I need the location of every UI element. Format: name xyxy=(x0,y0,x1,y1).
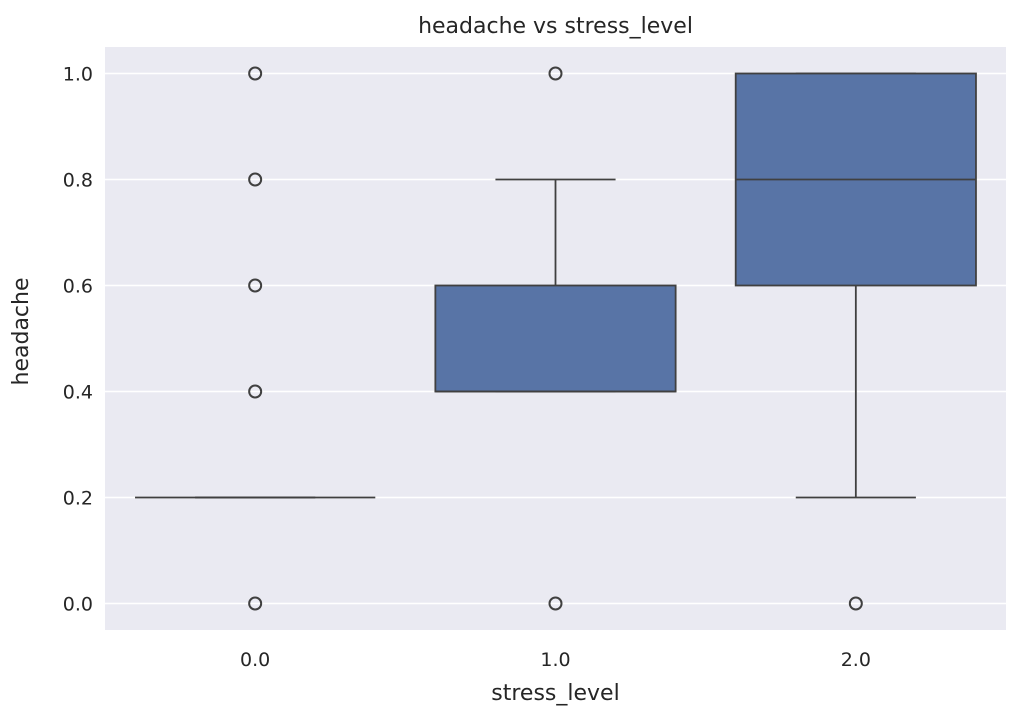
x-tick-labels: 0.0 1.0 2.0 xyxy=(240,649,871,671)
outlier-point xyxy=(548,596,563,611)
box-group xyxy=(135,66,376,611)
chart-title: headache vs stress_level xyxy=(418,14,693,39)
y-axis-label: headache xyxy=(9,278,34,386)
y-tick-label: 0.2 xyxy=(63,488,93,510)
outlier-point xyxy=(248,278,263,293)
y-tick-label: 0.4 xyxy=(63,382,93,404)
outlier-point xyxy=(248,66,263,81)
outlier-point xyxy=(248,172,263,187)
y-tick-label: 0.6 xyxy=(63,276,93,298)
x-tick-label: 0.0 xyxy=(240,649,270,671)
box-iqr xyxy=(434,284,677,393)
outlier-point xyxy=(248,596,263,611)
y-tick-label: 1.0 xyxy=(63,64,93,86)
box-group xyxy=(734,72,977,611)
box-group xyxy=(434,66,677,611)
outlier-point xyxy=(248,384,263,399)
y-tick-labels: 0.0 0.2 0.4 0.6 0.8 1.0 xyxy=(63,64,93,616)
outlier-point xyxy=(548,66,563,81)
x-tick-label: 2.0 xyxy=(841,649,871,671)
x-tick-label: 1.0 xyxy=(540,649,570,671)
y-tick-label: 0.0 xyxy=(63,594,93,616)
outlier-point xyxy=(848,596,863,611)
boxes xyxy=(135,66,977,611)
x-axis-label: stress_level xyxy=(491,681,619,706)
y-tick-label: 0.8 xyxy=(63,170,93,192)
